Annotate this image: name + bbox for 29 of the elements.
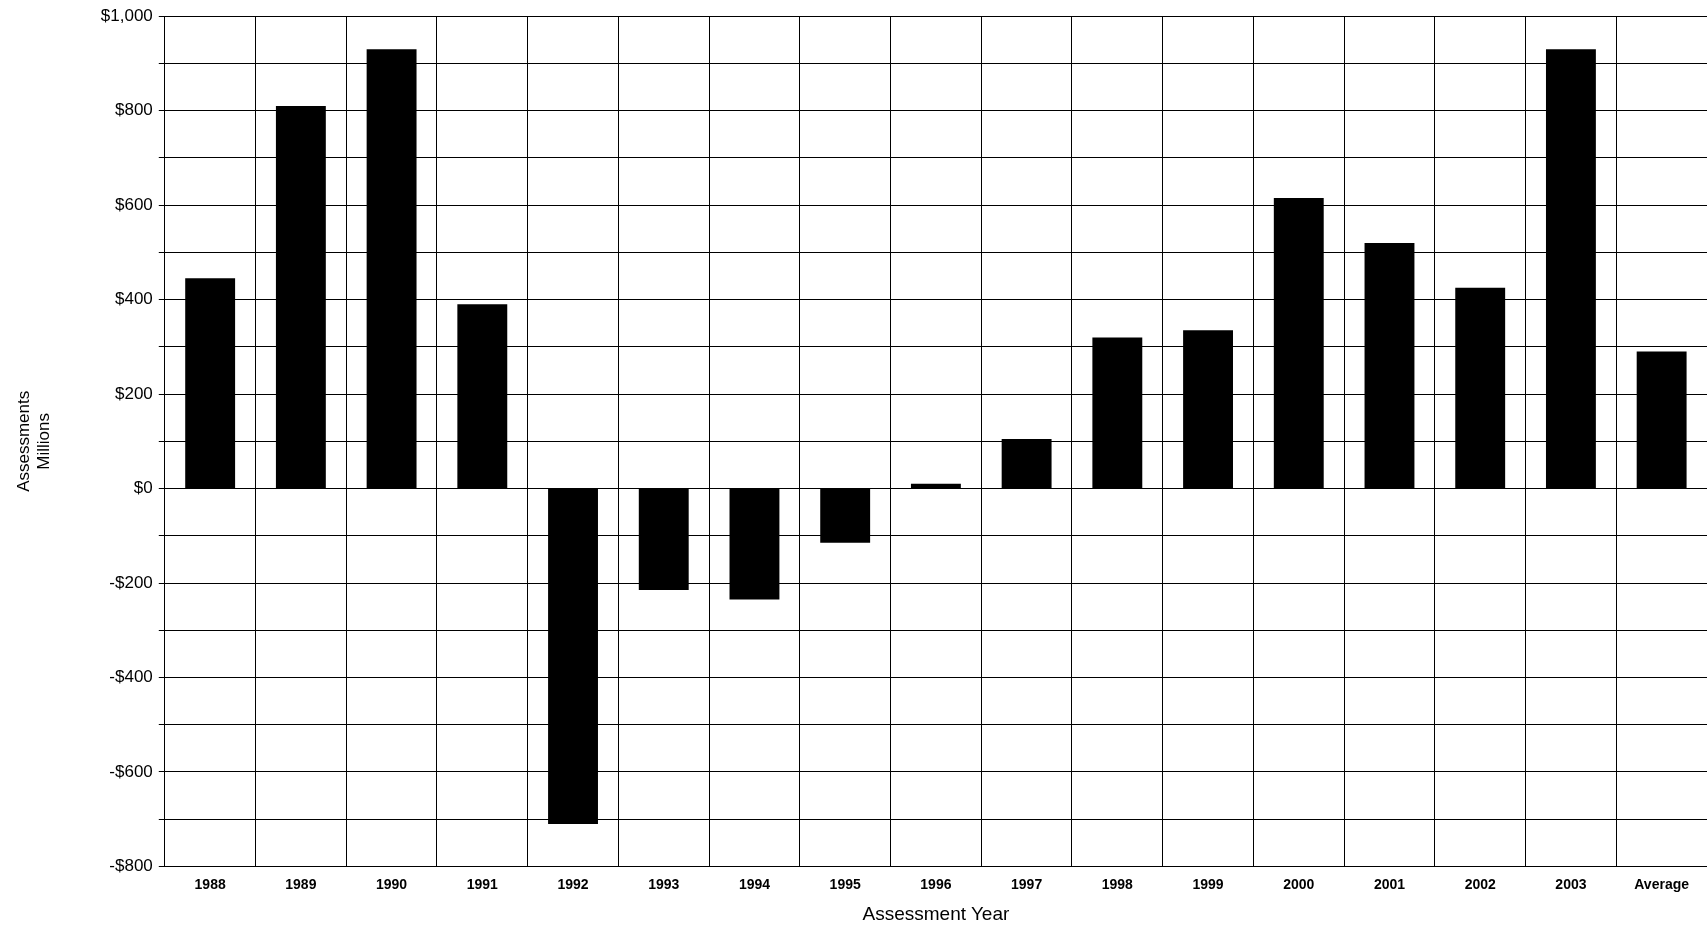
y-tick-label: $200 <box>114 383 153 403</box>
x-tick-label: 2003 <box>1555 875 1587 892</box>
x-tick-label: 1991 <box>466 875 499 892</box>
x-tick-label: 1988 <box>194 875 226 892</box>
y-tick-label: $600 <box>114 194 153 214</box>
x-tick-label: 1994 <box>738 875 771 892</box>
x-tick-label: 1995 <box>829 875 861 892</box>
x-tick-label: 2000 <box>1283 875 1315 892</box>
x-axis-title: Assessment Year <box>862 902 1010 924</box>
y-tick-label: $800 <box>114 100 153 120</box>
x-tick-label: 1992 <box>557 875 589 892</box>
y-tick-label: $1,000 <box>100 5 153 25</box>
x-tick-label: 1993 <box>648 875 680 892</box>
x-tick-label: Average <box>1634 875 1690 892</box>
y-tick-label: -$200 <box>109 572 153 592</box>
x-tick-label: 1998 <box>1101 875 1134 892</box>
x-tick-label: 1996 <box>920 875 952 892</box>
y-tick-label: -$600 <box>109 761 153 781</box>
y-tick-label: -$800 <box>109 856 153 876</box>
x-tick-label: 2002 <box>1464 875 1496 892</box>
x-tick-label: 1999 <box>1192 875 1224 892</box>
y-tick-label: $0 <box>133 478 153 498</box>
y-axis-title: Assessments Millions <box>13 390 54 492</box>
x-tick-label: 2001 <box>1373 875 1406 892</box>
x-tick-label: 1990 <box>376 875 408 892</box>
x-tick-label: 1997 <box>1011 875 1043 892</box>
y-tick-label: $400 <box>114 289 153 309</box>
x-tick-label: 1989 <box>285 875 317 892</box>
y-tick-label: -$400 <box>109 667 153 687</box>
